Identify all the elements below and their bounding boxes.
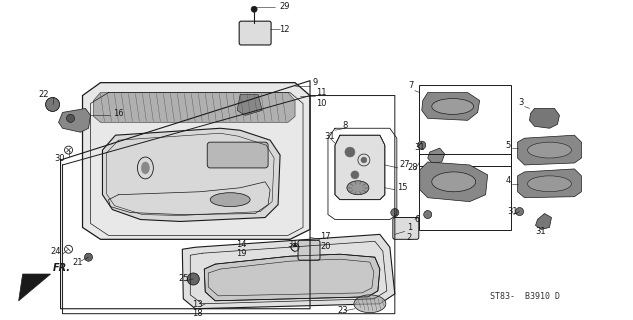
Ellipse shape bbox=[432, 99, 473, 114]
Text: 28: 28 bbox=[408, 164, 418, 172]
Text: ST83-  B3910 D: ST83- B3910 D bbox=[489, 292, 560, 301]
Circle shape bbox=[345, 147, 355, 157]
Text: 31: 31 bbox=[415, 143, 425, 152]
Text: 15: 15 bbox=[397, 183, 407, 192]
Polygon shape bbox=[518, 135, 582, 165]
FancyBboxPatch shape bbox=[298, 240, 320, 260]
Text: 5: 5 bbox=[506, 140, 511, 150]
Polygon shape bbox=[335, 135, 385, 200]
Polygon shape bbox=[237, 94, 262, 116]
Ellipse shape bbox=[354, 295, 386, 313]
Text: 29: 29 bbox=[279, 2, 289, 11]
Circle shape bbox=[423, 211, 432, 219]
Polygon shape bbox=[204, 254, 380, 301]
Polygon shape bbox=[182, 234, 395, 309]
Polygon shape bbox=[18, 274, 51, 301]
Polygon shape bbox=[59, 108, 91, 132]
Text: 22: 22 bbox=[39, 90, 49, 99]
Polygon shape bbox=[536, 213, 551, 229]
Text: 11: 11 bbox=[316, 88, 327, 97]
Text: 12: 12 bbox=[279, 25, 289, 34]
Text: 8: 8 bbox=[342, 121, 348, 130]
Text: 2: 2 bbox=[407, 233, 412, 242]
Text: 9: 9 bbox=[312, 78, 317, 87]
Text: 10: 10 bbox=[316, 99, 327, 108]
Ellipse shape bbox=[432, 172, 475, 192]
Circle shape bbox=[515, 208, 523, 216]
Circle shape bbox=[361, 157, 367, 163]
FancyBboxPatch shape bbox=[207, 142, 268, 168]
Polygon shape bbox=[530, 108, 560, 128]
Ellipse shape bbox=[527, 176, 572, 192]
Text: 30: 30 bbox=[54, 154, 65, 163]
Text: 23: 23 bbox=[337, 306, 348, 315]
Text: 31: 31 bbox=[508, 207, 518, 216]
Circle shape bbox=[46, 98, 60, 111]
Ellipse shape bbox=[527, 142, 572, 158]
Text: 24: 24 bbox=[51, 247, 61, 256]
Circle shape bbox=[391, 209, 399, 217]
FancyBboxPatch shape bbox=[393, 218, 419, 239]
Text: 20: 20 bbox=[320, 242, 330, 251]
Circle shape bbox=[66, 114, 75, 122]
Text: 1: 1 bbox=[407, 223, 412, 232]
Polygon shape bbox=[420, 162, 487, 202]
FancyBboxPatch shape bbox=[239, 21, 271, 45]
Text: 18: 18 bbox=[192, 309, 203, 318]
Polygon shape bbox=[293, 243, 297, 246]
Text: 7: 7 bbox=[408, 81, 413, 90]
Polygon shape bbox=[422, 92, 480, 120]
Text: 27: 27 bbox=[400, 160, 410, 170]
Ellipse shape bbox=[210, 193, 250, 207]
Text: 17: 17 bbox=[320, 232, 330, 241]
Polygon shape bbox=[428, 148, 445, 163]
Text: 13: 13 bbox=[192, 300, 203, 309]
Text: 3: 3 bbox=[518, 98, 524, 107]
Polygon shape bbox=[103, 128, 280, 221]
Circle shape bbox=[351, 171, 359, 179]
Polygon shape bbox=[518, 169, 582, 198]
Text: 14: 14 bbox=[236, 240, 247, 249]
Text: FR.: FR. bbox=[53, 263, 71, 273]
Polygon shape bbox=[94, 92, 295, 122]
Text: 21: 21 bbox=[73, 258, 83, 267]
Text: 31: 31 bbox=[324, 132, 335, 141]
Ellipse shape bbox=[141, 162, 149, 174]
Text: 31: 31 bbox=[536, 227, 546, 236]
Text: 16: 16 bbox=[113, 109, 124, 118]
Circle shape bbox=[85, 253, 92, 261]
Circle shape bbox=[187, 273, 199, 285]
Polygon shape bbox=[82, 83, 310, 239]
Text: 25: 25 bbox=[179, 275, 189, 284]
Text: 6: 6 bbox=[415, 215, 420, 224]
Circle shape bbox=[251, 6, 257, 12]
Text: 31: 31 bbox=[287, 240, 298, 249]
Ellipse shape bbox=[347, 181, 369, 195]
Text: 4: 4 bbox=[506, 176, 511, 185]
Circle shape bbox=[418, 141, 426, 149]
Text: 19: 19 bbox=[236, 249, 247, 258]
